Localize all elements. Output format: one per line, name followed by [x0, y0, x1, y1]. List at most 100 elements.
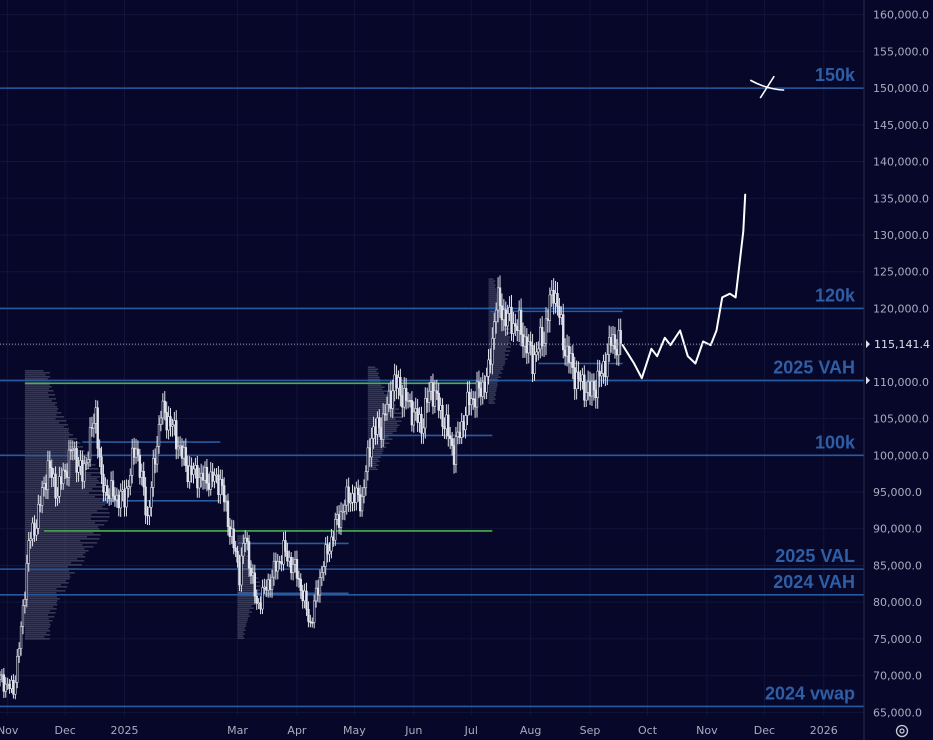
candle-body: [215, 474, 218, 477]
y-tick-label: 155,000.0: [873, 45, 929, 58]
candle-body: [479, 387, 483, 397]
candle-body: [240, 555, 243, 586]
candle-body: [535, 351, 538, 356]
x-tick-label: Apr: [287, 724, 307, 737]
x-tick-label: Nov: [0, 724, 19, 737]
candle: [487, 349, 490, 385]
candle-body: [389, 390, 393, 409]
candle-body: [539, 326, 542, 350]
candle: [412, 401, 416, 433]
candle-body: [261, 587, 264, 610]
candle-body: [544, 318, 548, 344]
candle: [305, 582, 308, 616]
candle-body: [456, 431, 460, 437]
candle-body: [8, 683, 11, 689]
x-tick-label: Dec: [754, 724, 775, 737]
candle: [261, 579, 264, 615]
x-tick-label: May: [343, 724, 366, 737]
candle-body: [615, 348, 619, 356]
candle-body: [293, 559, 297, 565]
candle-body: [65, 471, 69, 478]
candle-body: [130, 447, 134, 476]
candle: [464, 406, 467, 439]
candle-body: [155, 446, 159, 465]
y-tick-label: 125,000.0: [873, 266, 929, 279]
candle: [341, 503, 345, 520]
candle-body: [291, 564, 295, 574]
candle: [50, 459, 53, 488]
candle-body: [90, 427, 94, 429]
candle: [175, 410, 178, 460]
candle: [282, 532, 285, 571]
candle: [339, 502, 343, 536]
candle: [152, 449, 155, 497]
candle-body: [297, 578, 301, 580]
candle-body: [203, 466, 207, 481]
candle: [328, 542, 331, 562]
time-axis[interactable]: Nov Dec 2025 Mar Apr May Jun Jul Aug Sep Oct Nov Dec…: [0, 724, 838, 737]
candle: [470, 388, 473, 416]
candle: [450, 431, 454, 456]
candle-body: [6, 683, 9, 686]
candle-body: [152, 458, 155, 488]
candle-body: [494, 309, 498, 323]
candle-body: [62, 469, 65, 484]
candle: [102, 464, 105, 502]
candle: [221, 469, 224, 496]
candle: [558, 297, 561, 326]
candle-body: [540, 326, 544, 347]
y-tick-label: 95,000.0: [873, 486, 922, 499]
candle-body: [94, 407, 97, 424]
candle: [475, 371, 479, 418]
candle: [86, 451, 90, 470]
candle-body: [366, 447, 370, 472]
candle-body: [109, 480, 113, 500]
candle-body: [471, 398, 475, 400]
candle-body: [29, 538, 32, 541]
candle: [494, 302, 498, 334]
candle: [83, 455, 86, 489]
candle: [498, 275, 502, 318]
candle: [506, 304, 509, 335]
candle: [23, 591, 27, 614]
candle-body: [205, 466, 209, 484]
candle-body: [372, 426, 375, 439]
candle-body: [600, 373, 603, 377]
candle-body: [100, 456, 103, 475]
candle-body: [232, 528, 235, 549]
candle-body: [575, 371, 578, 390]
candle-body: [159, 417, 163, 425]
candle-body: [33, 522, 36, 536]
candle: [535, 341, 538, 362]
candle: [606, 343, 609, 386]
candle: [320, 565, 324, 586]
candle-body: [527, 341, 530, 354]
candle-body: [335, 514, 339, 520]
candle-body: [60, 476, 63, 484]
candle-body: [194, 465, 197, 470]
candle: [54, 466, 57, 507]
candle: [46, 450, 50, 500]
candle: [144, 477, 147, 524]
candle: [510, 294, 513, 341]
candle-body: [533, 354, 536, 374]
candle-body: [408, 400, 412, 402]
price-axis[interactable]: 65,000.0 70,000.0 75,000.0 80,000.0 85,000.0…: [866, 9, 929, 720]
candle-body: [330, 536, 333, 552]
candle-body: [98, 448, 101, 458]
candle-body: [40, 487, 44, 506]
candle-body: [383, 413, 387, 416]
settings-icon[interactable]: [895, 724, 909, 738]
candle: [58, 466, 61, 504]
candle-body: [324, 544, 327, 567]
candle: [40, 480, 44, 514]
candle-body: [48, 460, 52, 469]
candle-body: [562, 314, 565, 351]
candle-body: [337, 514, 341, 528]
x-tick-label: Sep: [580, 724, 601, 737]
candle: [404, 377, 408, 410]
candle: [309, 614, 312, 628]
candle-body: [113, 495, 117, 501]
candle-body: [244, 537, 247, 544]
